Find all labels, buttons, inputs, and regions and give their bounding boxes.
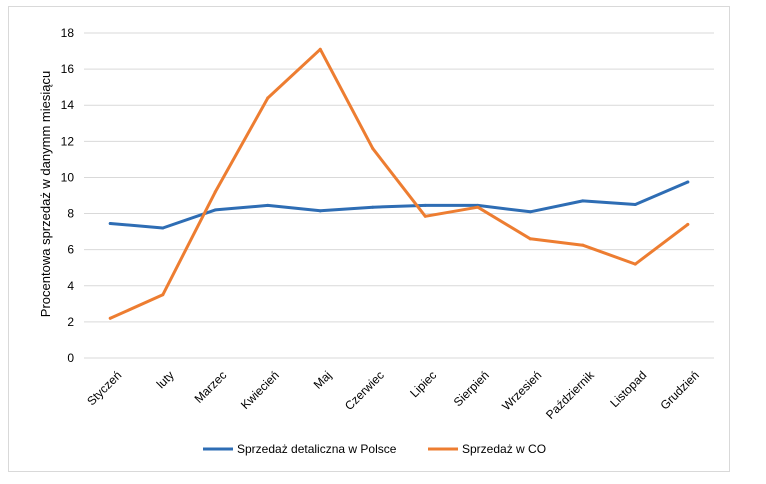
data-point [318, 47, 322, 51]
y-tick-label: 18 [61, 26, 75, 40]
y-tick-label: 10 [61, 170, 75, 184]
x-tick-label: luty [154, 368, 177, 391]
x-tick-label: Marzec [192, 368, 230, 406]
data-point [686, 180, 690, 184]
y-tick-label: 12 [61, 134, 75, 148]
x-tick-label: Kwiecień [238, 368, 282, 412]
x-tick-label: Listopad [607, 368, 649, 410]
data-point [213, 190, 217, 194]
data-point [371, 147, 375, 151]
x-tick-label: Grudzień [657, 368, 701, 412]
y-tick-label: 14 [61, 98, 75, 112]
series-line-2 [108, 47, 690, 320]
x-tick-label: Październik [543, 367, 597, 421]
y-tick-label: 0 [67, 351, 74, 365]
data-point [581, 243, 585, 247]
data-point [528, 210, 532, 214]
gridlines [84, 32, 714, 359]
y-tick-label: 6 [67, 243, 74, 257]
data-point [371, 205, 375, 209]
x-tick-label: Lipiec [407, 368, 439, 400]
series-lines [108, 47, 690, 320]
data-point [161, 293, 165, 297]
data-point [423, 203, 427, 207]
series-line-1 [108, 180, 690, 230]
x-tick-label: Maj [311, 368, 335, 392]
data-point [423, 214, 427, 218]
x-tick-label: Wrzesień [499, 368, 544, 413]
y-tick-label: 2 [67, 315, 74, 329]
data-point [266, 203, 270, 207]
data-point [528, 237, 532, 241]
data-point [318, 209, 322, 213]
y-axis-ticks: 0 2 4 6 8 10 12 14 16 18 [61, 26, 75, 365]
data-point [581, 199, 585, 203]
legend-label: Sprzedaż w CO [462, 442, 546, 456]
x-tick-label: Czerwiec [342, 368, 387, 413]
data-point [108, 316, 112, 320]
chart-frame [8, 6, 730, 472]
x-tick-label: Sierpień [451, 368, 492, 409]
legend-label: Sprzedaż detaliczna w Polsce [237, 442, 397, 456]
data-point [686, 222, 690, 226]
data-point [633, 203, 637, 207]
legend: Sprzedaż detaliczna w Polsce Sprzedaż w C… [203, 442, 546, 456]
data-point [633, 262, 637, 266]
y-tick-label: 8 [67, 207, 74, 221]
data-point [108, 221, 112, 225]
data-point [161, 226, 165, 230]
x-axis-ticks: Styczeń luty Marzec Kwiecień Maj Czerwiec Lipi… [84, 367, 702, 421]
y-tick-label: 16 [61, 62, 75, 76]
x-tick-label: Styczeń [84, 368, 124, 408]
y-axis-label: Procentowa sprzedaż w danymm miesiącu [38, 71, 53, 317]
data-point [213, 208, 217, 212]
data-point [266, 96, 270, 100]
y-tick-label: 4 [67, 279, 74, 293]
data-point [476, 205, 480, 209]
